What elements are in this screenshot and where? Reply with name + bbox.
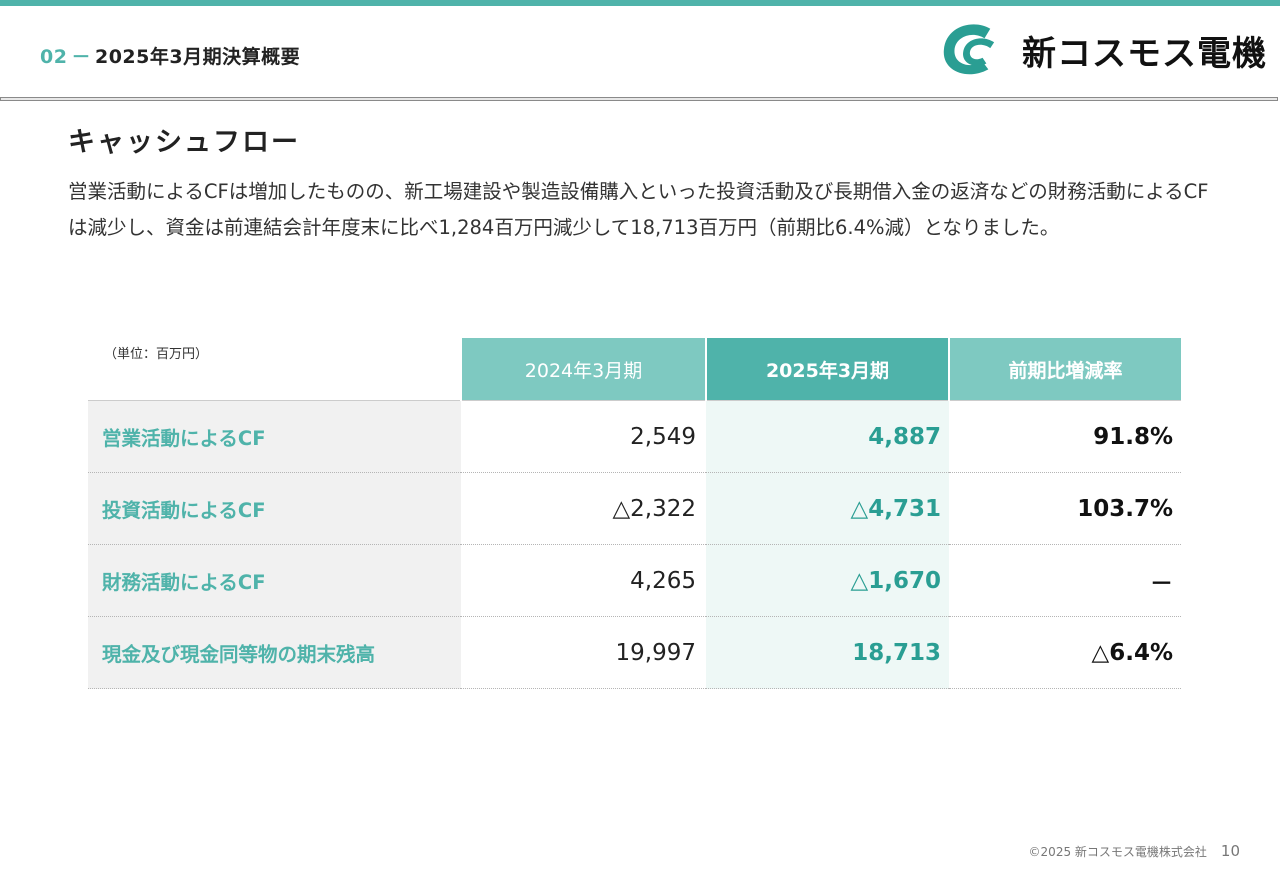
header-current-year: 2025年3月期 [705,338,949,401]
change-rate: △6.4% [949,616,1181,689]
summary-paragraph: 営業活動によるCFは増加したものの、新工場建設や製造設備購入といった投資活動及び… [68,180,1209,239]
current-value: △1,670 [706,544,949,617]
section-number: 02 [40,46,68,68]
table-header-row: 2024年3月期 2025年3月期 前期比増減率 [88,338,1181,401]
row-label: 投資活動によるCF [88,472,461,545]
header-divider [0,97,1278,101]
current-value: 4,887 [706,400,949,473]
row-label: 財務活動によるCF [88,544,461,617]
section-label: 02 － 2025年3月期決算概要 [40,42,300,69]
table-row: 財務活動によるCF 4,265 △1,670 － [88,544,1181,617]
footer: ©2025 新コスモス電機株式会社 10 [1029,842,1240,860]
header-change-rate: 前期比増減率 [948,338,1181,401]
page-title: キャッシュフロー [68,127,300,158]
prev-value: △2,322 [461,472,706,545]
copyright-text: ©2025 新コスモス電機株式会社 [1028,845,1207,859]
header-prev-year: 2024年3月期 [460,338,706,401]
prev-value: 2,549 [461,400,706,473]
table-row: 投資活動によるCF △2,322 △4,731 103.7% [88,472,1181,545]
prev-value: 19,997 [461,616,706,689]
section-title: 2025年3月期決算概要 [94,46,301,68]
unit-note: （単位：百万円） [104,347,209,362]
table-row: 営業活動によるCF 2,549 4,887 91.8% [88,400,1181,473]
table-row: 現金及び現金同等物の期末残高 19,997 18,713 △6.4% [88,616,1181,689]
change-rate: 103.7% [949,472,1181,545]
change-rate: 91.8% [949,400,1181,473]
current-value: △4,731 [706,472,949,545]
prev-value: 4,265 [461,544,706,617]
page-number: 10 [1220,842,1240,860]
row-label: 営業活動によるCF [88,400,461,473]
logo-text: 新コスモス電機 [1022,33,1267,74]
header-blank-cell [88,338,461,401]
row-label: 現金及び現金同等物の期末残高 [88,616,461,689]
company-logo: 新コスモス電機 [940,20,1267,80]
cashflow-table: 2024年3月期 2025年3月期 前期比増減率 営業活動によるCF 2,549… [88,338,1181,689]
current-value: 18,713 [706,616,949,689]
top-accent-bar [0,0,1280,6]
cosmos-logo-icon [943,24,995,75]
change-rate: － [949,544,1181,617]
section-separator: － [71,46,91,68]
